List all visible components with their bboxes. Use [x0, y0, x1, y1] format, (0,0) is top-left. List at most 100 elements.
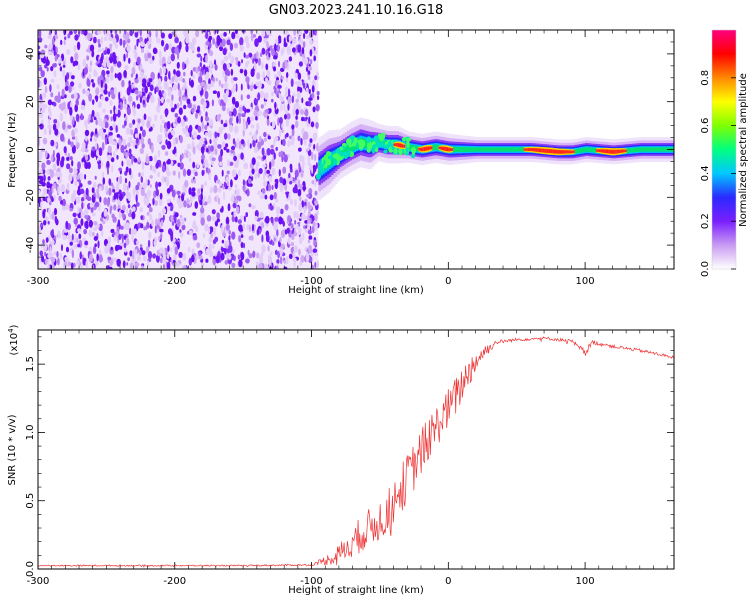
ridge-cell	[509, 147, 512, 152]
ridge-hot-core	[441, 146, 444, 150]
noise-blob	[178, 199, 182, 205]
noise-blob	[268, 52, 271, 58]
noise-blob	[111, 140, 116, 146]
noise-blob	[108, 33, 111, 41]
ridge-hot-core	[565, 150, 568, 154]
noise-blob	[316, 210, 319, 215]
spectrogram-x-label: Height of straight line (km)	[288, 285, 424, 296]
ridge-hot-core	[617, 149, 620, 154]
noise-blob	[196, 144, 200, 150]
snr-y-ticks: 0.00.51.01.5	[25, 336, 674, 577]
noise-blob	[53, 207, 58, 216]
noise-blob	[271, 241, 275, 246]
noise-blob	[110, 246, 113, 251]
ridge-cell	[636, 147, 640, 152]
noise-blob	[181, 119, 185, 127]
noise-blob	[303, 206, 306, 214]
noise-blob	[216, 90, 221, 99]
noise-blob	[79, 183, 83, 188]
noise-blob	[80, 104, 86, 110]
noise-blob	[159, 247, 164, 254]
noise-blob	[201, 203, 204, 212]
noise-blob	[44, 44, 48, 49]
ridge-hot-core	[544, 148, 546, 153]
noise-blob	[88, 219, 94, 228]
noise-blob	[170, 215, 174, 222]
snr-panel: -300 -200 -100 0 100 0.00.51.01.5 Height of …	[7, 324, 675, 596]
noise-blob	[226, 70, 231, 77]
noise-blob	[67, 33, 71, 39]
noise-blob	[173, 69, 176, 75]
noise-blob	[218, 154, 223, 163]
noise-blob	[237, 112, 242, 118]
noise-blob	[200, 115, 203, 123]
noise-blob	[232, 108, 237, 117]
ridge-cell	[455, 147, 459, 153]
noise-blob	[226, 240, 230, 247]
noise-blob	[39, 250, 43, 257]
noise-blob	[295, 120, 299, 128]
noise-blob	[49, 30, 52, 34]
noise-blob	[239, 68, 244, 74]
noise-blob	[217, 113, 222, 118]
noise-blob	[77, 228, 82, 233]
noise-blob	[96, 149, 99, 157]
noise-blob	[110, 157, 115, 163]
noise-blob	[93, 36, 97, 44]
noise-blob	[243, 52, 246, 58]
noise-blob	[316, 91, 320, 96]
noise-blob	[153, 240, 157, 247]
noise-blob	[60, 39, 63, 46]
noise-blob	[190, 79, 195, 88]
noise-blob	[204, 140, 208, 145]
noise-blob	[261, 187, 266, 194]
noise-blob	[307, 214, 310, 223]
noise-blob	[268, 203, 270, 210]
ridge-blob	[318, 165, 323, 171]
noise-blob	[124, 248, 127, 253]
noise-blob	[266, 169, 271, 175]
noise-blob	[61, 88, 65, 97]
noise-blob	[163, 81, 168, 90]
ridge-cell	[464, 147, 467, 152]
noise-blob	[182, 78, 185, 83]
noise-blob	[64, 36, 67, 40]
ridge-cell	[468, 147, 471, 152]
noise-blob	[165, 176, 169, 183]
noise-blob	[62, 101, 66, 110]
noise-blob	[257, 81, 262, 89]
noise-blob	[193, 178, 196, 184]
noise-blob	[125, 115, 128, 122]
noise-blob	[43, 174, 46, 183]
noise-blob	[214, 220, 218, 227]
noise-blob	[84, 240, 89, 246]
noise-blob	[45, 237, 49, 243]
noise-blob	[214, 64, 218, 71]
noise-blob	[139, 244, 143, 248]
noise-blob	[217, 144, 222, 149]
noise-blob	[127, 193, 131, 202]
noise-blob	[314, 190, 318, 196]
noise-blob	[174, 113, 178, 118]
ridge-hot-core	[567, 150, 570, 154]
noise-blob	[256, 161, 260, 167]
noise-blob	[282, 138, 286, 147]
noise-blob	[171, 221, 175, 226]
noise-blob	[44, 150, 48, 158]
noise-blob	[72, 194, 76, 202]
noise-blob	[222, 140, 225, 147]
noise-blob	[154, 155, 157, 163]
noise-blob	[280, 229, 286, 238]
ridge-hot-core	[401, 144, 404, 148]
noise-blob	[223, 132, 228, 140]
noise-blob	[134, 262, 140, 267]
noise-blob	[100, 79, 104, 89]
noise-blob	[251, 157, 256, 166]
noise-blob	[220, 252, 225, 261]
ridge-hot-core	[438, 146, 441, 149]
ridge-hot-core	[572, 150, 575, 153]
noise-blob	[74, 169, 78, 174]
ridge-hot-core	[527, 148, 530, 151]
noise-blob	[114, 107, 119, 115]
noise-blob	[284, 59, 288, 69]
